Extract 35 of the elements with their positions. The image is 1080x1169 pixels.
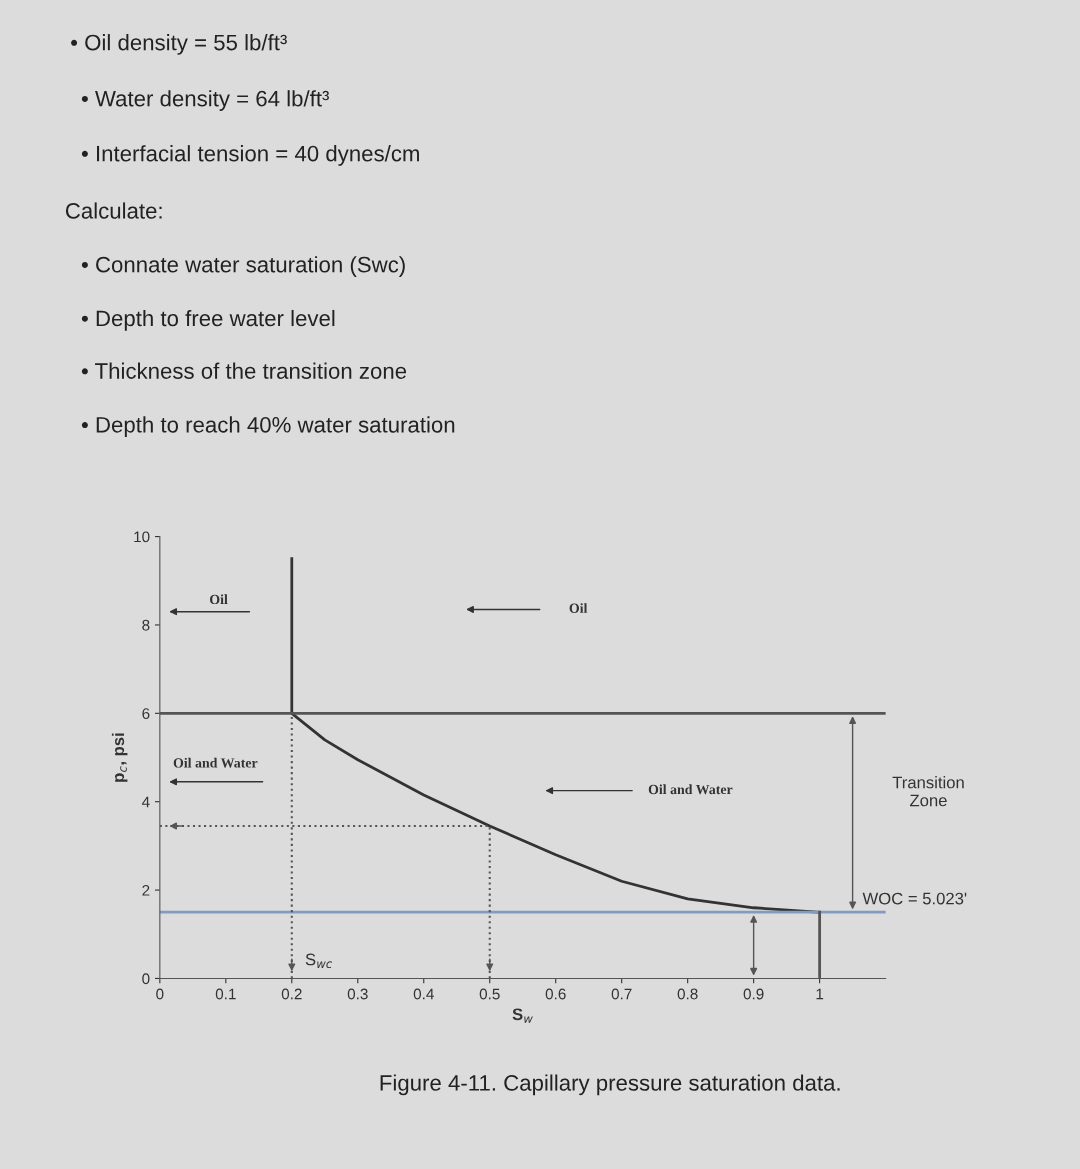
annotation: Oil — [210, 594, 228, 605]
x-tick-label: 0.1 — [215, 988, 236, 1000]
text: • Interfacial tension = 40 dynes/cm — [81, 145, 419, 166]
text: Calculate: — [65, 202, 162, 219]
x-tick-label: 0 — [156, 988, 164, 1000]
text: • Depth to free water level — [81, 309, 335, 331]
text: • Connate water saturation (Swc) — [81, 256, 405, 277]
x-axis-title: S$_{w}$ — [512, 1008, 533, 1023]
text: • Oil density = 55 lb/ft³ — [71, 34, 287, 55]
x-tick-label: 0.2 — [281, 988, 302, 1000]
x-tick-label: 0.7 — [611, 988, 632, 1000]
text: • Thickness of the transition zone — [81, 362, 407, 379]
x-tick-label: 0.9 — [743, 988, 764, 1000]
x-tick-label: 0.3 — [347, 988, 368, 1000]
text: • Depth to reach 40% water saturation — [81, 416, 455, 438]
y-tick-label: 6 — [142, 708, 150, 720]
x-tick-label: 1 — [816, 988, 824, 1000]
x-tick-label: 0.6 — [545, 988, 566, 1000]
annotation: WOC = 5.023' — [862, 892, 967, 905]
annotation: Oil and Water — [648, 784, 733, 795]
ref-line-label: S$_{wc}$ — [305, 953, 333, 969]
x-tick-label: 0.5 — [479, 988, 500, 1000]
annotation: Oil — [569, 603, 588, 613]
y-tick-label: 2 — [142, 884, 150, 896]
caption: Figure 4-11. Capillary pressure saturation data. — [380, 1074, 840, 1096]
y-tick-label: 8 — [142, 619, 150, 631]
y-tick-label: 0 — [142, 973, 150, 985]
x-tick-label: 0.8 — [677, 988, 698, 1000]
annotation: Oil and Water — [173, 757, 258, 768]
text: • Water density = 64 lb/ft³ — [81, 90, 329, 111]
y-tick-label: 10 — [134, 531, 150, 543]
y-tick-label: 4 — [141, 796, 150, 808]
x-tick-label: 0.4 — [413, 988, 434, 1000]
text: Transition Zone — [892, 776, 964, 807]
y-axis-title: p$_{c}$, psi — [111, 733, 128, 782]
